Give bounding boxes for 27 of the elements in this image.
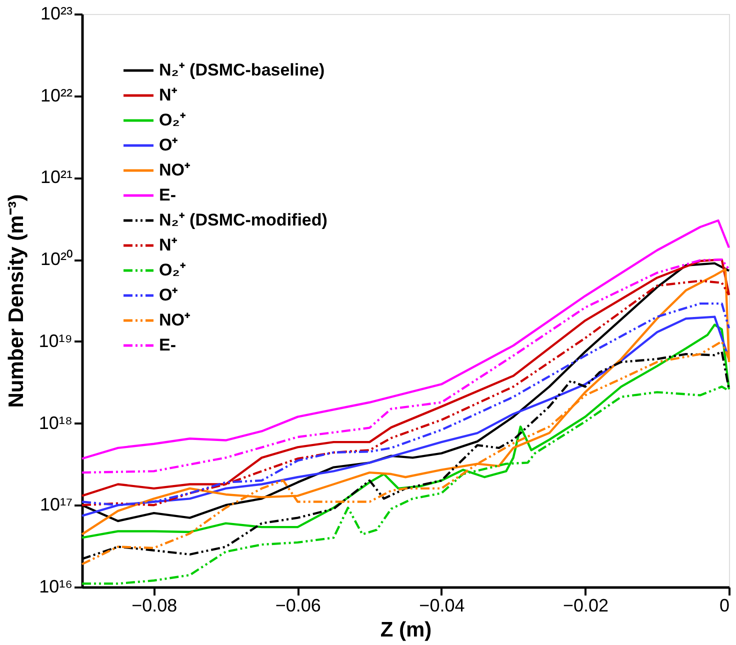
x-tick-label: −0.08: [132, 596, 178, 616]
y-tick-label: 10²²: [40, 85, 72, 106]
legend-label: E-: [159, 186, 176, 204]
y-tick-label: 10²⁰: [40, 249, 72, 270]
x-axis-title: Z (m): [380, 618, 432, 642]
x-tick-label: −0.06: [275, 596, 321, 616]
legend-label: E-: [159, 336, 176, 354]
y-axis-title: Number Density (m⁻³): [4, 194, 28, 408]
legend-label: O₂⁺: [159, 260, 186, 280]
x-tick-label: −0.02: [562, 596, 608, 616]
legend-label: NO⁺: [159, 310, 190, 330]
legend-label: NO⁺: [159, 160, 190, 180]
y-tick-label: 10²¹: [40, 167, 72, 188]
legend-label: N₂⁺ (DSMC-baseline): [159, 60, 325, 80]
legend-label: O⁺: [159, 286, 178, 304]
legend-label: O₂⁺: [159, 110, 186, 130]
legend-label: N⁺: [159, 236, 178, 254]
legend-label: N⁺: [159, 86, 178, 104]
y-tick-label: 10¹⁹: [38, 330, 72, 351]
x-tick-label: −0.04: [419, 596, 465, 616]
y-tick-label: 10¹⁶: [39, 576, 72, 596]
y-tick-label: 10¹⁷: [40, 494, 72, 515]
x-tick-label: 0: [719, 596, 730, 616]
legend-label: N₂⁺ (DSMC-modified): [159, 210, 328, 230]
y-tick-label: 10¹⁸: [38, 412, 72, 433]
y-tick-label: 10²³: [40, 4, 72, 24]
legend-label: O⁺: [159, 136, 178, 154]
